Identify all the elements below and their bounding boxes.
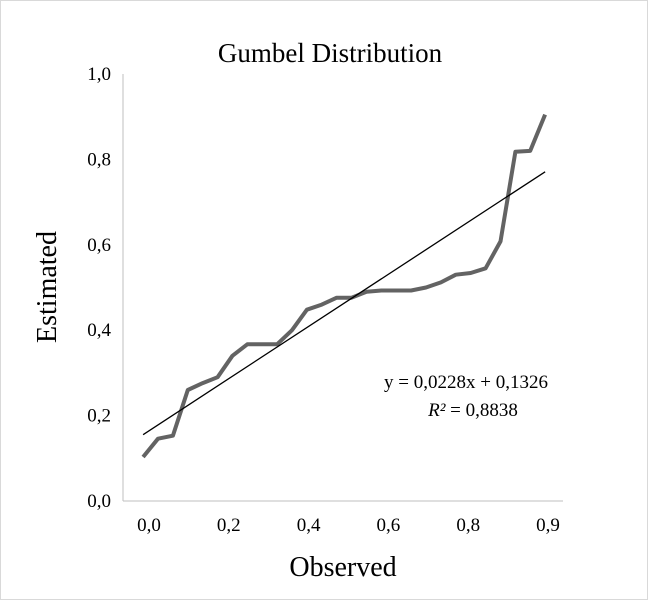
x-tick-label: 0,0	[137, 515, 161, 536]
chart-title: Gumbel Distribution	[218, 38, 443, 68]
series-layer	[141, 113, 547, 459]
x-tick-label: 0,4	[297, 515, 321, 536]
x-tick-label: 0,9	[536, 515, 560, 536]
r-squared-label: R² = 0,8838	[427, 400, 518, 421]
x-tick-label: 0,2	[217, 515, 241, 536]
x-tick-label: 0,8	[456, 515, 480, 536]
series-line	[141, 113, 547, 459]
trendline-layer	[142, 171, 546, 436]
y-tick-label: 0,4	[87, 320, 111, 341]
trendline-equation: y = 0,0228x + 0,1326	[384, 372, 548, 393]
x-tick-labels: 0,0 0,2 0,4 0,6 0,8 0,9	[137, 515, 560, 536]
y-tick-label: 0,6	[87, 235, 111, 256]
y-tick-labels: 0,0 0,2 0,4 0,6 0,8 1,0	[87, 64, 111, 512]
x-tick-label: 0,6	[377, 515, 401, 536]
y-tick-label: 0,8	[87, 149, 111, 170]
x-axis-title: Observed	[289, 552, 396, 583]
y-axis-title: Estimated	[32, 231, 63, 343]
r-squared-value: = 0,8838	[445, 400, 517, 421]
y-tick-label: 1,0	[87, 64, 111, 85]
trendline	[142, 171, 546, 436]
r-squared-prefix: R²	[427, 400, 446, 421]
y-tick-label: 0,2	[87, 406, 111, 427]
y-tick-label: 0,0	[87, 491, 111, 512]
